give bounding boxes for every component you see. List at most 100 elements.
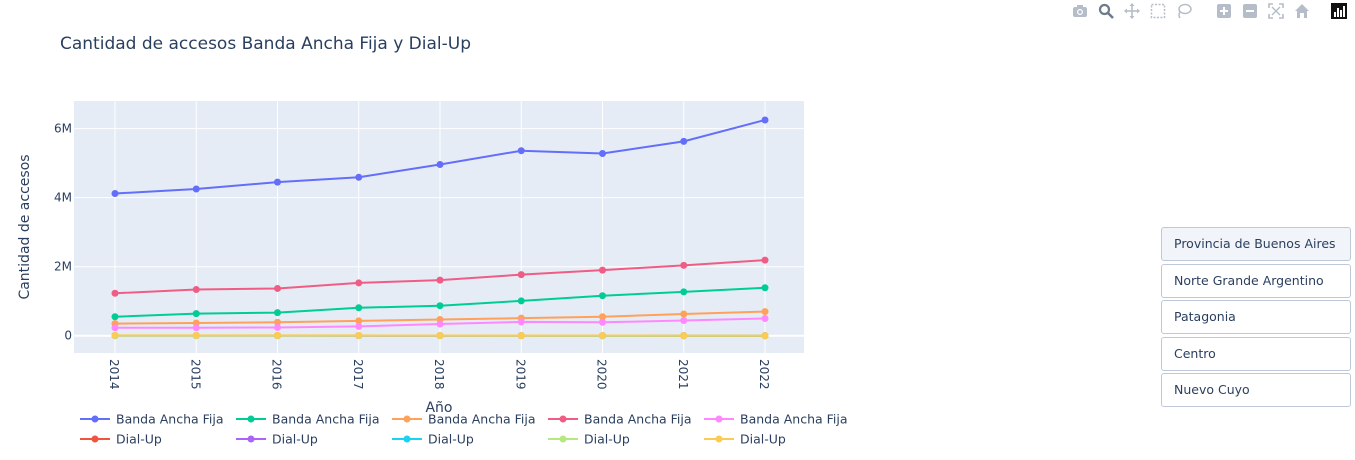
data-point[interactable] bbox=[761, 314, 769, 322]
legend-item[interactable]: Banda Ancha Fija bbox=[704, 412, 848, 427]
data-point[interactable] bbox=[761, 256, 769, 264]
legend-item[interactable]: Dial-Up bbox=[392, 432, 474, 447]
data-point[interactable] bbox=[274, 331, 281, 339]
y-tick-label: 2M bbox=[54, 260, 72, 274]
data-point[interactable] bbox=[192, 310, 200, 318]
series-1[interactable] bbox=[111, 116, 769, 198]
region-button[interactable]: Patagonia bbox=[1161, 300, 1351, 334]
data-point[interactable] bbox=[517, 271, 525, 279]
data-point[interactable] bbox=[599, 292, 606, 300]
zoom-in-icon[interactable] bbox=[1213, 2, 1235, 20]
zoom-icon[interactable] bbox=[1095, 2, 1117, 20]
legend-item[interactable]: Dial-Up bbox=[80, 432, 162, 447]
legend-item[interactable]: Dial-Up bbox=[236, 432, 318, 447]
data-point[interactable] bbox=[111, 324, 119, 332]
data-point[interactable] bbox=[355, 279, 363, 287]
box-select-icon[interactable] bbox=[1147, 2, 1169, 20]
y-tick-label: 4M bbox=[54, 191, 72, 205]
legend-item[interactable]: Banda Ancha Fija bbox=[80, 412, 224, 427]
data-point[interactable] bbox=[111, 289, 119, 297]
data-point[interactable] bbox=[192, 319, 200, 327]
legend[interactable]: Banda Ancha Fija Banda Ancha Fija Banda An… bbox=[80, 412, 848, 447]
reset-axes-icon[interactable] bbox=[1291, 2, 1313, 20]
legend-swatch-marker bbox=[247, 415, 255, 423]
data-point[interactable] bbox=[192, 285, 200, 293]
data-point[interactable] bbox=[761, 284, 769, 292]
legend-item[interactable]: Banda Ancha Fija bbox=[392, 412, 536, 427]
data-point[interactable] bbox=[680, 261, 688, 269]
data-point[interactable] bbox=[761, 116, 769, 124]
data-point[interactable] bbox=[355, 331, 363, 339]
data-point[interactable] bbox=[680, 332, 688, 340]
legend-swatch-marker bbox=[91, 435, 99, 443]
x-tick-label: 2014 bbox=[107, 359, 121, 390]
legend-swatch-marker bbox=[91, 415, 99, 423]
data-point[interactable] bbox=[761, 332, 769, 340]
legend-item[interactable]: Dial-Up bbox=[704, 432, 786, 447]
y-axis-label: Cantidad de accesos bbox=[17, 154, 33, 299]
data-point[interactable] bbox=[274, 318, 281, 326]
region-button[interactable]: Norte Grande Argentino bbox=[1161, 263, 1351, 298]
legend-item[interactable]: Dial-Up bbox=[548, 432, 630, 447]
pan-icon[interactable] bbox=[1121, 2, 1143, 20]
data-point[interactable] bbox=[599, 318, 606, 326]
data-point[interactable] bbox=[680, 317, 688, 325]
data-point[interactable] bbox=[436, 276, 444, 284]
y-axis-ticks: 0 2M 4M 6M bbox=[54, 122, 72, 343]
data-point[interactable] bbox=[436, 161, 444, 169]
legend-item[interactable]: Banda Ancha Fija bbox=[548, 412, 692, 427]
lasso-icon[interactable] bbox=[1173, 2, 1195, 20]
data-point[interactable] bbox=[517, 331, 525, 339]
series-10[interactable] bbox=[111, 331, 769, 340]
data-point[interactable] bbox=[517, 147, 525, 155]
zoom-out-icon[interactable] bbox=[1239, 2, 1261, 20]
data-point[interactable] bbox=[192, 185, 200, 193]
data-point[interactable] bbox=[274, 309, 281, 317]
data-point[interactable] bbox=[274, 284, 281, 292]
series-lines[interactable] bbox=[111, 116, 769, 340]
data-point[interactable] bbox=[436, 302, 444, 310]
data-point[interactable] bbox=[680, 310, 688, 318]
data-point[interactable] bbox=[355, 173, 363, 181]
data-point[interactable] bbox=[436, 320, 444, 328]
region-button[interactable]: Centro bbox=[1161, 336, 1351, 371]
autoscale-icon[interactable] bbox=[1265, 2, 1287, 20]
data-point[interactable] bbox=[111, 313, 119, 321]
data-point[interactable] bbox=[274, 178, 281, 186]
data-point[interactable] bbox=[599, 266, 606, 274]
data-point[interactable] bbox=[355, 304, 363, 312]
legend-swatch-marker bbox=[247, 435, 255, 443]
legend-label: Banda Ancha Fija bbox=[116, 412, 224, 427]
x-axis-label: Año bbox=[425, 400, 452, 416]
region-button[interactable]: Provincia de Buenos Aires bbox=[1161, 227, 1351, 261]
data-point[interactable] bbox=[355, 322, 363, 330]
data-point[interactable] bbox=[111, 331, 119, 339]
data-point[interactable] bbox=[599, 332, 606, 340]
data-point[interactable] bbox=[517, 318, 525, 326]
data-point[interactable] bbox=[111, 190, 119, 198]
data-point[interactable] bbox=[436, 331, 444, 339]
data-point[interactable] bbox=[599, 149, 606, 157]
data-point[interactable] bbox=[680, 288, 688, 296]
x-tick-label: 2021 bbox=[676, 359, 690, 390]
data-point[interactable] bbox=[192, 324, 200, 332]
data-point[interactable] bbox=[761, 308, 769, 316]
y-tick-label: 6M bbox=[54, 122, 72, 136]
camera-icon[interactable] bbox=[1069, 2, 1091, 20]
region-button[interactable]: Nuevo Cuyo bbox=[1161, 373, 1351, 407]
legend-label: Dial-Up bbox=[116, 432, 162, 447]
series-2[interactable] bbox=[111, 284, 769, 321]
data-point[interactable] bbox=[192, 331, 200, 339]
legend-swatch-marker bbox=[403, 435, 411, 443]
data-point[interactable] bbox=[517, 297, 525, 305]
data-point[interactable] bbox=[274, 323, 281, 331]
series-4[interactable] bbox=[111, 256, 769, 297]
data-point[interactable] bbox=[355, 317, 363, 325]
x-tick-label: 2015 bbox=[188, 359, 202, 390]
series-5[interactable] bbox=[111, 314, 769, 332]
plotly-logo[interactable] bbox=[1331, 3, 1347, 19]
legend-item[interactable]: Banda Ancha Fija bbox=[236, 412, 380, 427]
data-point[interactable] bbox=[680, 137, 688, 145]
data-point[interactable] bbox=[599, 313, 606, 321]
